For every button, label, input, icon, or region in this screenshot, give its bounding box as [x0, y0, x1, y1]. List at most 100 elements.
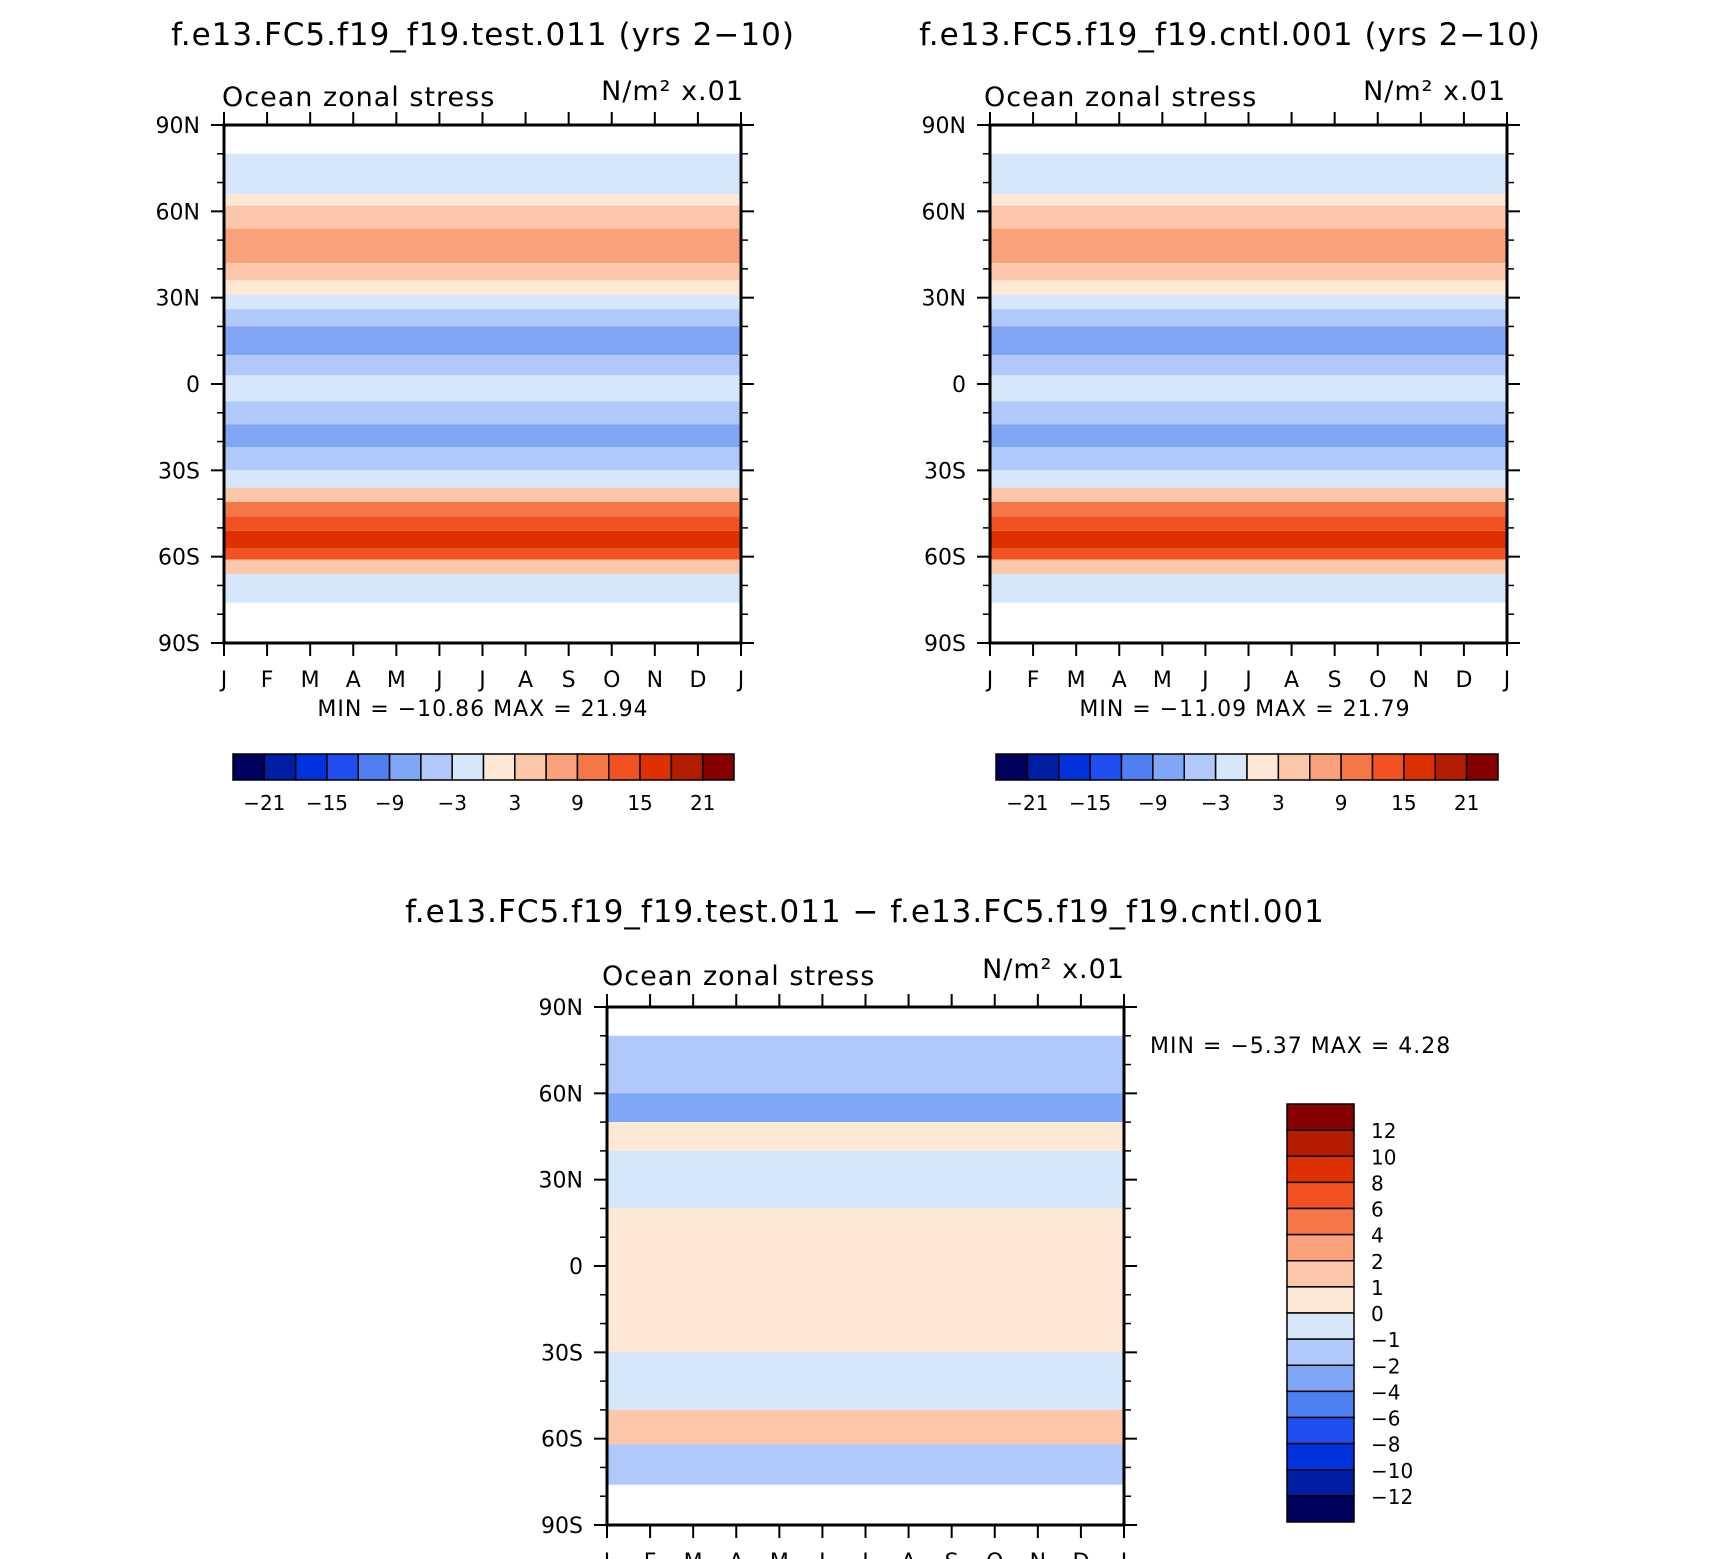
data-band [607, 1444, 1124, 1485]
y-tick-label: 30S [541, 1341, 583, 1366]
x-tick-label: N [647, 668, 663, 693]
min-max-label: MIN = −5.37 MAX = 4.28 [1150, 1034, 1451, 1059]
data-band [224, 501, 741, 517]
colorbar-label: −10 [1371, 1459, 1413, 1483]
colorbar-label: −21 [1006, 791, 1048, 815]
colorbar-box [1286, 1103, 1355, 1131]
colorbar-label: −6 [1371, 1407, 1400, 1431]
colorbar-label: 21 [1454, 791, 1479, 815]
y-tick-label: 90S [541, 1514, 583, 1539]
data-band [224, 548, 741, 560]
colorbar-box [1277, 753, 1311, 781]
colorbar-box [451, 753, 485, 781]
x-tick-label: S [945, 1550, 959, 1559]
colorbar: −21 −15 −9 −3 3 9 15 21 [995, 753, 1499, 815]
data-band [224, 516, 741, 531]
y-tick-label: 0 [952, 373, 966, 398]
y-tick-label: 60S [541, 1428, 583, 1453]
colorbar-box [1058, 753, 1091, 781]
colorbar-box [670, 753, 704, 781]
colorbar-box [639, 753, 673, 781]
y-tick-label: 90S [924, 632, 966, 657]
x-tick-label: J [817, 1550, 826, 1559]
colorbar-label: −12 [1371, 1485, 1413, 1509]
x-tick-label: S [1328, 668, 1342, 693]
data-band [224, 280, 741, 295]
x-tick-label: F [644, 1550, 657, 1559]
x-tick-label: J [1243, 668, 1252, 693]
data-band [990, 516, 1507, 531]
colorbar-label: 15 [627, 791, 652, 815]
x-tick-label: M [1067, 668, 1086, 693]
colorbar-label: 2 [1371, 1250, 1384, 1274]
colorbar-box [1286, 1207, 1355, 1236]
plot-axes: J F M A M J J A S O N D J 90N 60N 30N 0 30S 60S 90S [156, 112, 754, 693]
x-tick-label: J [860, 1550, 869, 1559]
panel-title: f.e13.FC5.f19_f19.test.011 (yrs 2−10) [171, 17, 795, 53]
x-tick-label: J [1119, 1550, 1128, 1559]
colorbar-label: 12 [1371, 1119, 1396, 1143]
data-band [224, 447, 741, 471]
data-band [224, 326, 741, 356]
data-band [224, 375, 741, 402]
x-tick-label: M [387, 668, 406, 693]
colorbar-label: 10 [1371, 1145, 1396, 1169]
colorbar-box [1286, 1286, 1355, 1314]
data-band [607, 1093, 1124, 1123]
x-tick-label: S [562, 668, 576, 693]
x-tick-label: A [901, 1550, 916, 1559]
data-band [990, 326, 1507, 356]
colorbar-box [263, 753, 297, 781]
x-tick-label: O [1369, 668, 1386, 693]
colorbar-box [482, 753, 516, 781]
data-band [990, 375, 1507, 402]
y-tick-label: 60S [158, 546, 200, 571]
x-tick-label: M [1153, 668, 1172, 693]
x-tick-label: N [1413, 668, 1429, 693]
data-band [224, 424, 741, 448]
colorbar-label: −15 [306, 791, 348, 815]
colorbar-label: −4 [1371, 1380, 1400, 1404]
colorbar-label: −15 [1069, 791, 1111, 815]
y-tick-label: 90N [922, 114, 966, 139]
colorbar-label: 6 [1371, 1198, 1384, 1222]
colorbar-box [1152, 753, 1185, 781]
x-tick-label: D [1455, 668, 1472, 693]
data-band [607, 1208, 1124, 1353]
x-tick-label: F [1027, 668, 1040, 693]
data-band [224, 530, 741, 549]
y-tick-label: 30N [539, 1169, 583, 1194]
colorbar-box [1286, 1390, 1355, 1419]
data-band [607, 1122, 1124, 1151]
panel-units-label: N/m² x.01 [601, 76, 744, 107]
data-band [990, 401, 1507, 425]
colorbar-label: −9 [375, 791, 404, 815]
data-band [990, 309, 1507, 327]
colorbar-box [1286, 1469, 1355, 1497]
panel-title: f.e13.FC5.f19_f19.test.011 − f.e13.FC5.f… [405, 894, 1325, 930]
colorbar-box [1089, 753, 1123, 781]
colorbar-label: 3 [508, 791, 521, 815]
colorbar-box [608, 753, 641, 781]
data-band [224, 263, 741, 281]
panel-cntl: f.e13.FC5.f19_f19.cntl.001 (yrs 2−10) Oc… [919, 17, 1540, 815]
data-band [224, 573, 741, 603]
data-band [224, 309, 741, 327]
data-band [224, 294, 741, 310]
colorbar-label: 9 [571, 791, 584, 815]
x-tick-label: A [729, 1550, 744, 1559]
colorbar-box [514, 753, 547, 781]
y-tick-label: 60S [924, 546, 966, 571]
colorbar-box [1286, 1312, 1355, 1340]
data-band [990, 424, 1507, 448]
colorbar-box [1465, 753, 1499, 781]
colorbar-label: −8 [1371, 1433, 1400, 1457]
plot-axes: J F M A M J J A S O N D J 90N 60N 30N 0 30S 60S 90S [539, 994, 1137, 1559]
colorbar-box [995, 753, 1029, 781]
data-band [990, 573, 1507, 603]
colorbar-box [1246, 753, 1280, 781]
x-tick-label: O [986, 1550, 1003, 1559]
x-tick-label: A [1284, 668, 1299, 693]
x-tick-label: O [603, 668, 620, 693]
